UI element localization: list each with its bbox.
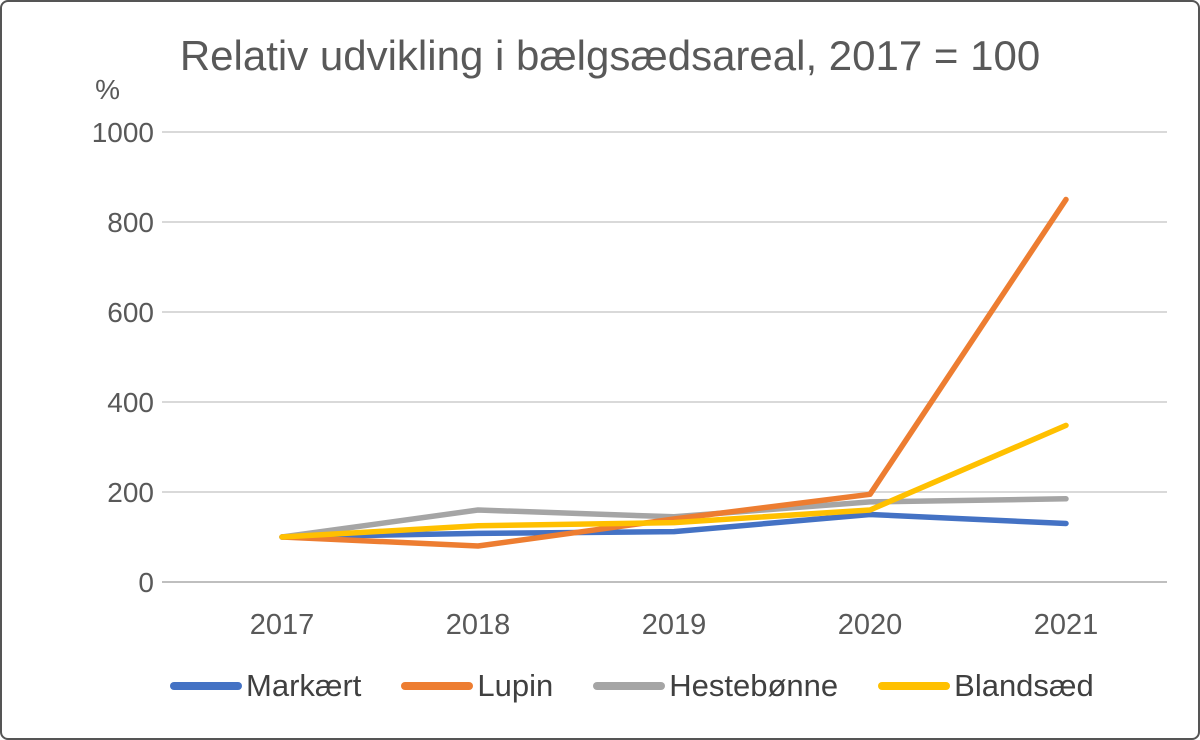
legend-label-lupin: Lupin	[477, 668, 554, 703]
x-axis-tick-label-2017: 2017	[250, 609, 315, 641]
x-axis-tick-label-2020: 2020	[838, 609, 903, 641]
y-axis-tick-label-400: 400	[107, 387, 154, 418]
y-axis-tick-label-0: 0	[138, 567, 154, 598]
legend-label-blandsaed: Blandsæd	[954, 668, 1094, 703]
y-axis-tick-label-600: 600	[107, 297, 154, 328]
legend-item-hesteboenne: Hestebønne	[593, 668, 838, 704]
series-line-lupin	[279, 196, 1069, 549]
series-line-blandsaed	[279, 422, 1069, 540]
legend-item-blandsaed: Blandsæd	[878, 668, 1094, 704]
x-axis-tick-label-2021: 2021	[1034, 609, 1099, 641]
y-axis-unit-label: %	[95, 74, 120, 105]
legend-label-hesteboenne: Hestebønne	[669, 668, 839, 703]
legend-marker-blandsaed	[878, 682, 951, 690]
chart-title: Relativ udvikling i bælgsædsareal, 2017 …	[179, 32, 1041, 79]
legend-label-markaert: Markært	[246, 668, 362, 703]
x-axis-tick-label-2019: 2019	[642, 609, 707, 641]
legend-marker-hesteboenne	[593, 682, 666, 690]
legend-item-lupin: Lupin	[401, 668, 553, 704]
legend-marker-markaert	[170, 682, 242, 690]
y-axis-tick-label-200: 200	[107, 477, 154, 508]
legend-marker-lupin	[401, 682, 474, 690]
legend: Markært Lupin Hestebønne Blandsæd	[170, 668, 1094, 704]
legend-item-markaert: Markært	[170, 668, 361, 704]
y-axis-tick-label-800: 800	[107, 207, 154, 238]
y-axis-tick-label-1000: 1000	[92, 117, 154, 148]
x-axis-tick-label-2018: 2018	[446, 609, 511, 641]
series-line-markaert	[279, 511, 1069, 540]
